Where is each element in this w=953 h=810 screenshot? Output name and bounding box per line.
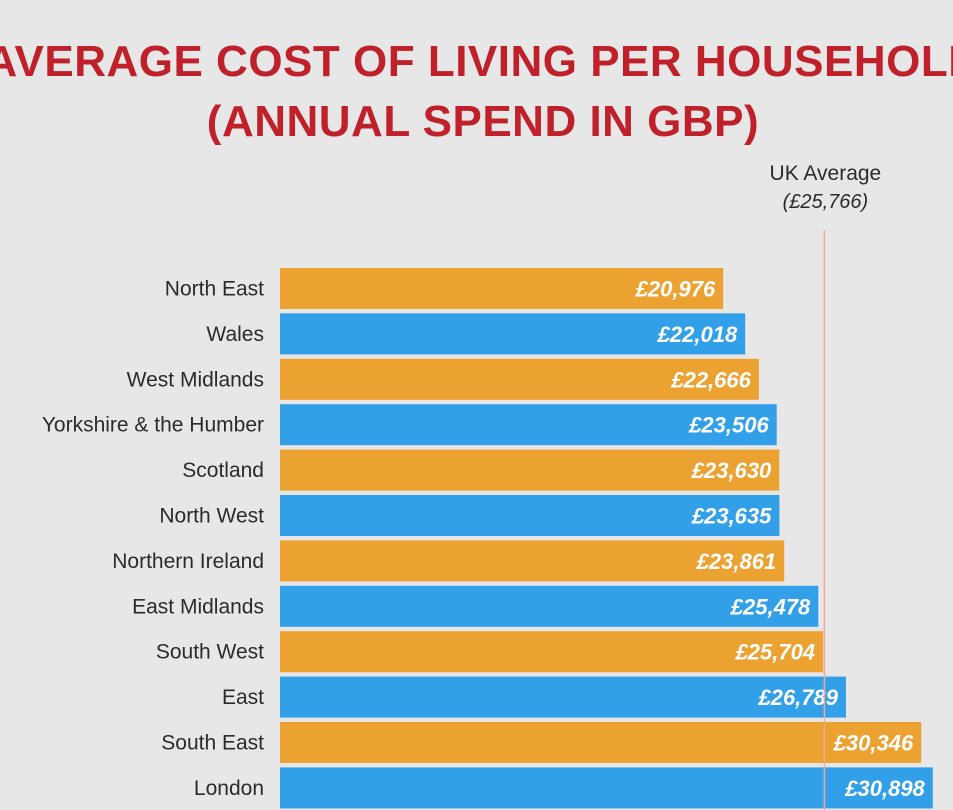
bar-west-midlands: [280, 358, 759, 400]
bar-north-east: [280, 268, 724, 309]
value-label: £23,861: [696, 549, 777, 574]
category-label: South West: [156, 641, 264, 664]
bar-north-west: [280, 495, 780, 536]
bar-scotland: [280, 449, 780, 491]
value-label: £22,018: [657, 322, 738, 347]
category-label: Scotland: [182, 459, 264, 482]
category-label: London: [194, 777, 264, 800]
bar-wales: [280, 313, 746, 355]
uk-average-label: UK Average: [770, 162, 882, 185]
bars-group: North East £20,976 Wales £22,018 West Midlan…: [42, 268, 933, 809]
category-label: East: [222, 686, 264, 709]
category-label: South East: [161, 732, 264, 755]
value-label: £26,789: [757, 685, 838, 710]
bar-south-west: [280, 631, 824, 673]
value-label: £23,635: [691, 504, 772, 529]
value-label: £25,478: [730, 594, 811, 619]
category-label: Wales: [206, 323, 264, 346]
bar-south-east: [280, 722, 922, 763]
value-label: £23,506: [688, 413, 769, 438]
value-label: £22,666: [670, 367, 751, 392]
bar-yorkshire-the-humber: [280, 404, 777, 446]
category-label: Yorkshire & the Humber: [42, 414, 264, 437]
value-label: £23,630: [691, 458, 772, 483]
bar-london: [280, 767, 933, 809]
category-label: East Midlands: [132, 595, 264, 618]
bar-east-midlands: [280, 585, 819, 627]
value-label: £25,704: [735, 640, 816, 665]
uk-average-value: (£25,766): [783, 191, 869, 213]
category-label: North East: [165, 278, 264, 301]
bar-east: [280, 676, 846, 718]
category-label: Northern Ireland: [112, 550, 264, 573]
chart-subtitle: (ANNUAL SPEND IN GBP): [207, 97, 759, 146]
value-label: £30,346: [833, 731, 914, 756]
value-label: £30,898: [844, 776, 925, 801]
chart-title: AVERAGE COST OF LIVING PER HOUSEHOLD: [0, 37, 953, 86]
bar-northern-ireland: [280, 540, 785, 582]
category-label: North West: [159, 505, 264, 528]
value-label: £20,976: [635, 277, 716, 302]
category-label: West Midlands: [127, 368, 264, 391]
